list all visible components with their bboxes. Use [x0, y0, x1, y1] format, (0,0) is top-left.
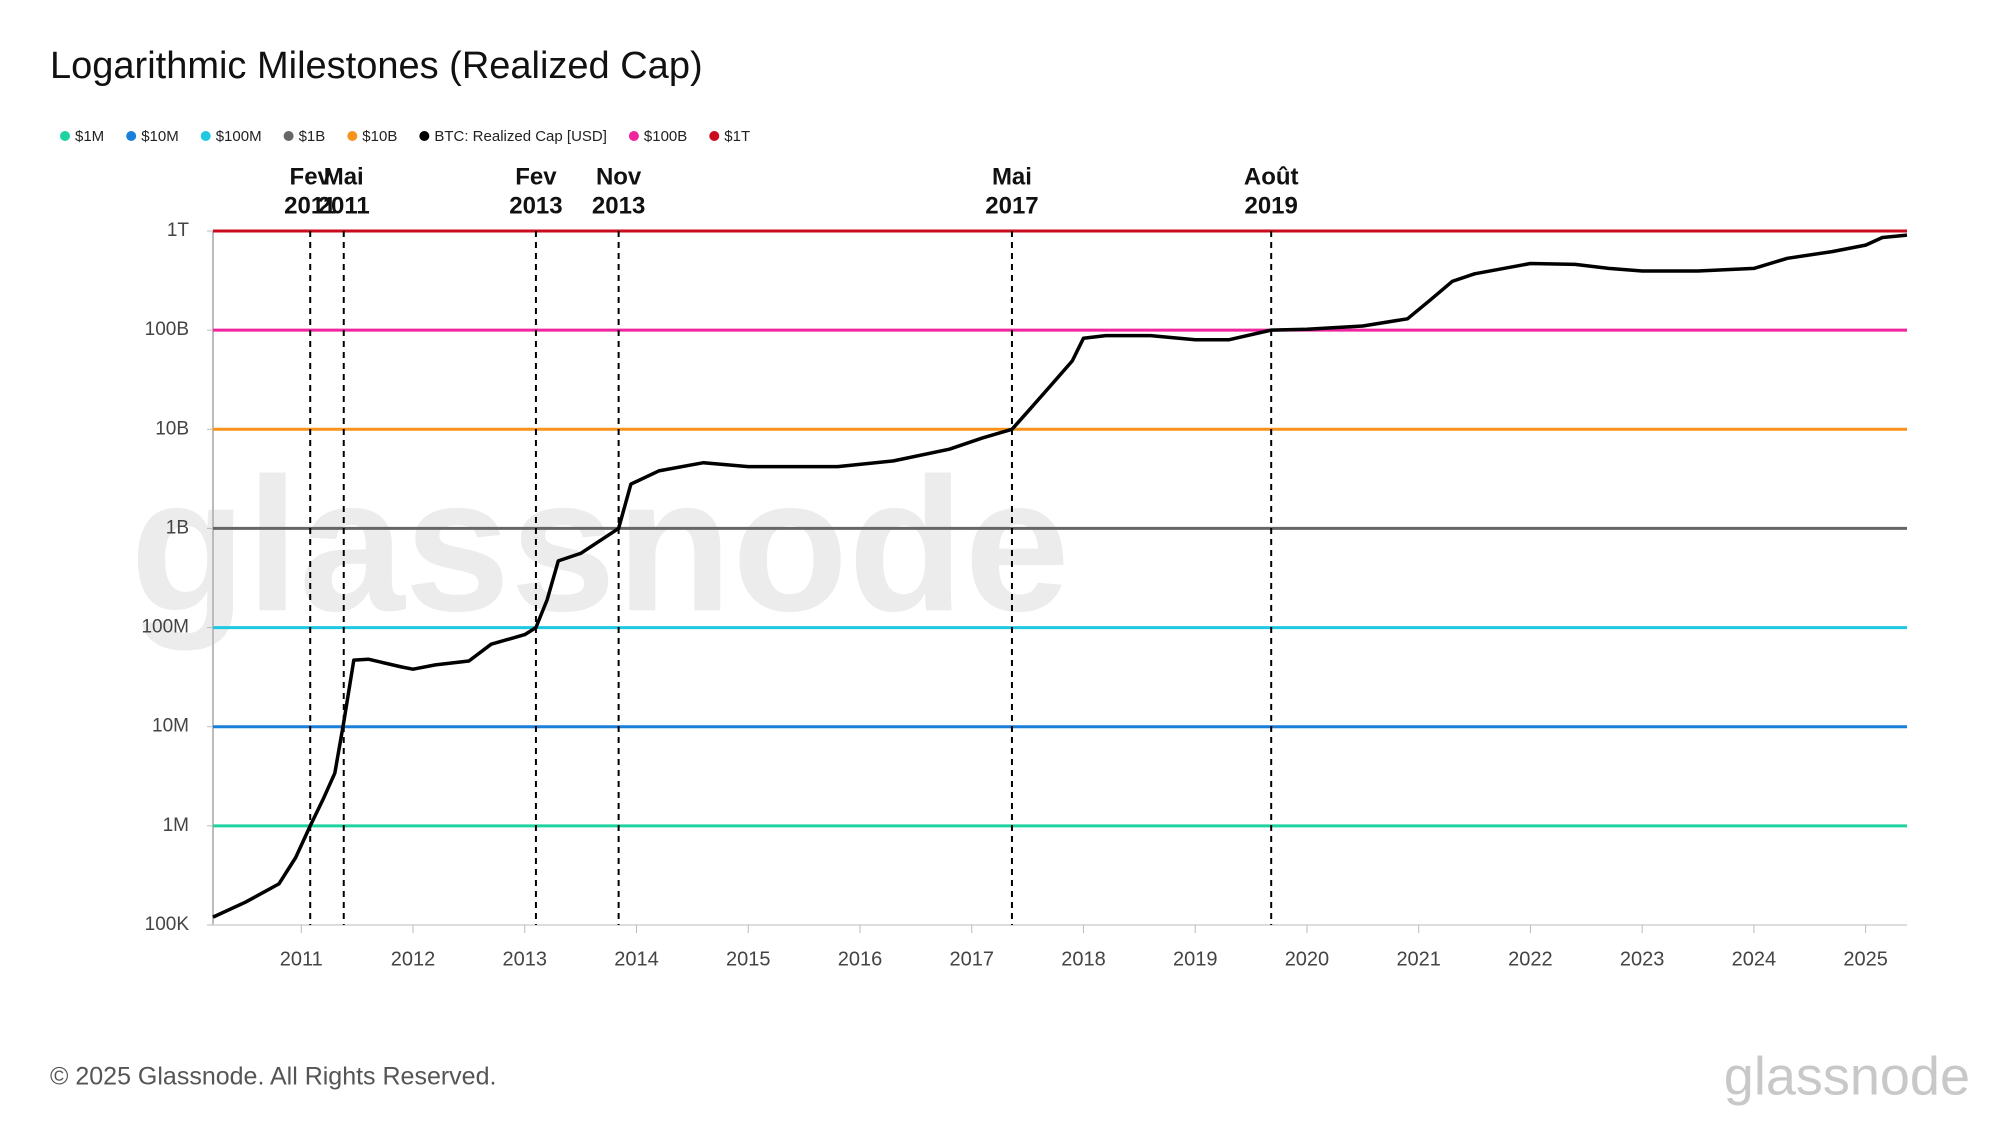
annotation-label: Mai [992, 163, 1032, 190]
y-tick-label: 1M [163, 815, 189, 836]
y-tick-label: 1B [166, 517, 189, 538]
annotation-label: 2017 [985, 192, 1038, 219]
y-tick-label: 1T [167, 220, 190, 241]
x-tick-label: 2014 [614, 948, 659, 970]
annotation-label: 2013 [509, 192, 562, 219]
annotation-label: 2011 [284, 192, 336, 219]
x-tick-label: 2012 [391, 948, 436, 970]
legend-marker [60, 131, 70, 141]
legend-label: $100M [216, 128, 262, 145]
x-tick-label: 2025 [1843, 948, 1888, 970]
y-tick-label: 100M [141, 617, 189, 638]
chart-title: Logarithmic Milestones (Realized Cap) [50, 45, 703, 87]
legend-marker [126, 131, 137, 141]
y-tick-label: 10M [152, 716, 189, 737]
legend-marker [709, 131, 720, 141]
x-tick-label: 2024 [1732, 948, 1777, 970]
y-tick-label: 100K [145, 914, 190, 935]
legend-marker [419, 131, 430, 141]
legend-label: $1T [724, 128, 750, 145]
legend-marker [200, 131, 211, 141]
line-series [212, 233, 1908, 919]
footer: © 2025 Glassnode. All Rights Reserved. [50, 1063, 496, 1091]
annotation-label: Fev [515, 163, 557, 190]
legend-label: $1B [299, 128, 326, 145]
x-tick-label: 2011 [280, 948, 323, 970]
x-tick-label: 2016 [838, 948, 883, 970]
legend-marker [628, 131, 639, 141]
x-tick-label: 2022 [1508, 948, 1553, 970]
legend-label: $10B [362, 128, 397, 145]
x-tick-label: 2013 [503, 948, 548, 970]
x-tick-label: 2023 [1620, 948, 1665, 970]
x-tick-label: 2020 [1285, 948, 1330, 970]
x-tick-label: 2019 [1173, 948, 1218, 970]
legend-marker [347, 131, 358, 141]
annotation-label: 2019 [1244, 192, 1297, 219]
annotation-label: Mai [324, 163, 364, 190]
legend-label: $1M [75, 128, 104, 145]
x-tick-label: 2021 [1396, 948, 1441, 970]
annotation-label: Août [1244, 163, 1299, 190]
x-tick-label: 2015 [726, 948, 771, 970]
annotation-label: 2013 [592, 192, 645, 219]
legend-label: $100B [644, 128, 687, 145]
x-tick-label: 2018 [1061, 948, 1106, 970]
logo: glassnode [1724, 1046, 1970, 1106]
y-tick-label: 100B [145, 319, 189, 340]
watermark: glassnode [130, 439, 1070, 651]
legend: $1M $10M $100M $1B $10B BTC: Realized Cap [US… [60, 128, 750, 145]
x-tick-label: 2017 [949, 948, 994, 970]
annotation-label: Nov [596, 163, 642, 190]
legend-label: $10M [141, 128, 179, 145]
annotation-label: 2011 [318, 192, 370, 219]
annotation-label: Fev [290, 163, 332, 190]
legend-label: BTC: Realized Cap [USD] [434, 128, 607, 145]
legend-marker [283, 131, 294, 141]
y-tick-label: 10B [155, 418, 189, 439]
